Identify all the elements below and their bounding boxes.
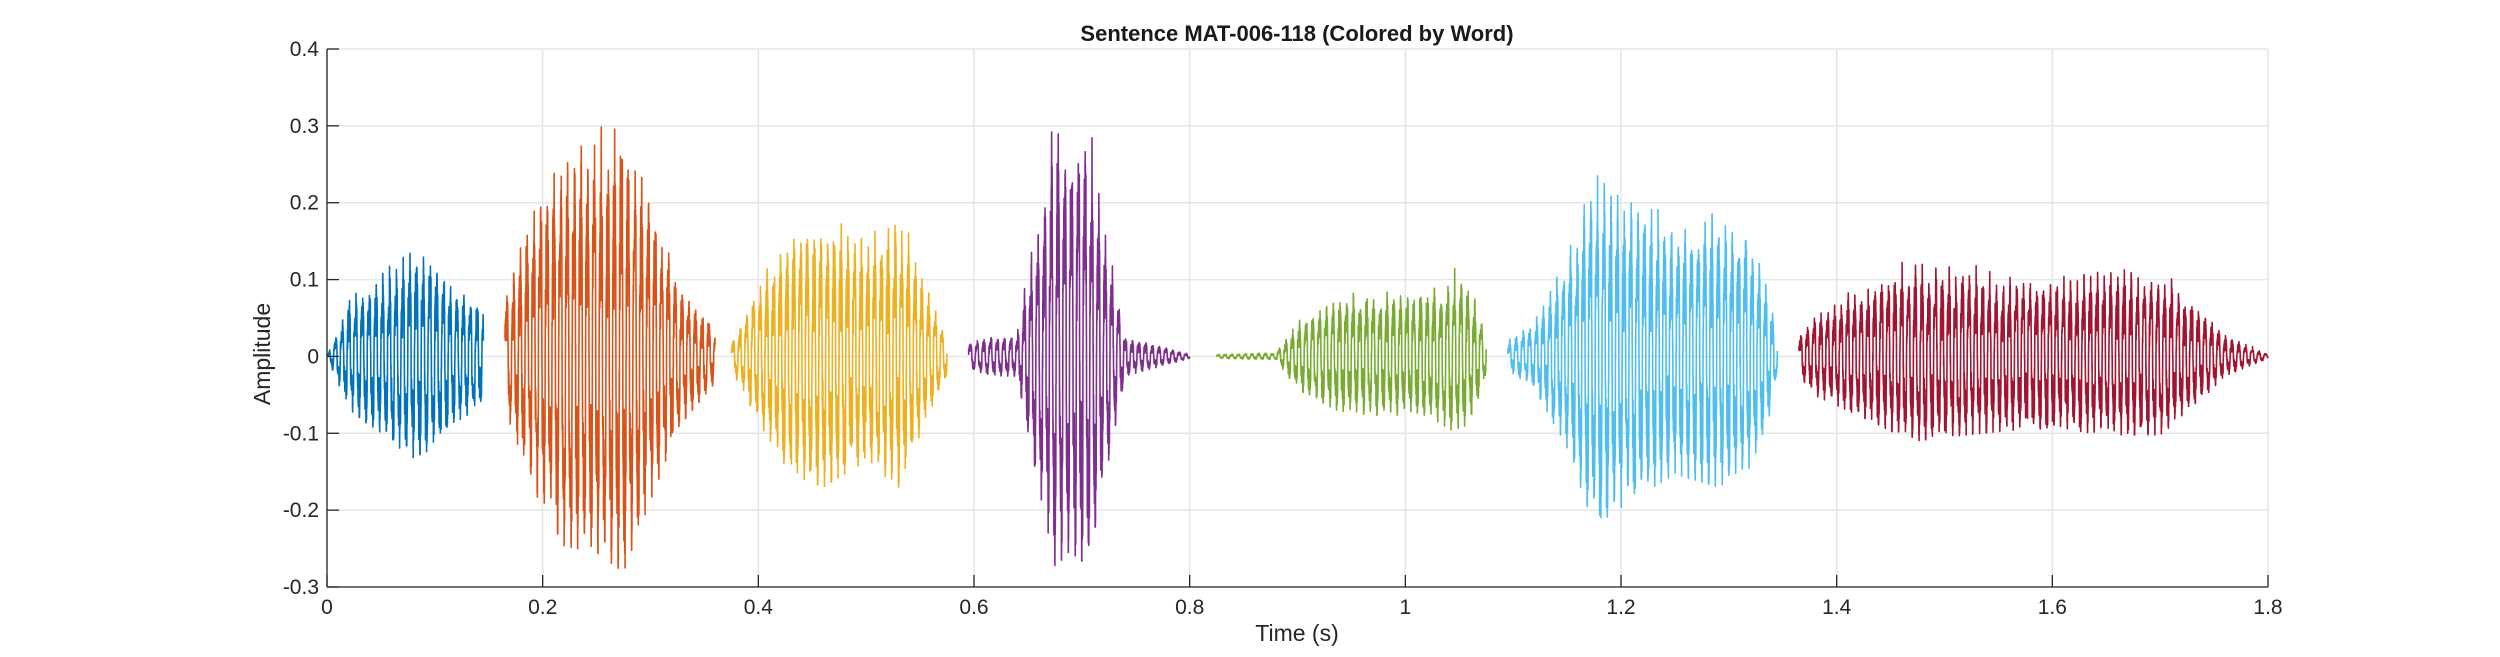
y-tick-label: 0.3 [290,115,319,138]
chart-title: Sentence MAT-006-118 (Colored by Word) [1080,21,1513,46]
axes [326,48,2269,588]
x-tick-label: 0.6 [959,596,988,619]
y-tick-label: 0.4 [290,38,320,61]
y-tick-label: -0.1 [283,422,319,445]
x-tick-label: 1 [1399,596,1411,619]
waveform-layer [326,126,2269,569]
waveform-series-7 [1798,261,2269,442]
y-tick-label: -0.3 [283,576,319,599]
x-tick-label: 0.8 [1175,596,1204,619]
x-tick-label: 0 [321,596,333,619]
x-tick-label: 1.2 [1606,596,1635,619]
waveform-series-3 [730,222,948,488]
y-tick-label: 0.2 [290,192,319,215]
x-tick-label: 1.6 [2038,596,2067,619]
waveform-series-5 [1215,267,1488,431]
x-tick-label: 1.4 [1822,596,1852,619]
y-tick-label: 0 [307,345,319,368]
waveform-series-6 [1506,175,1779,519]
waveform-series-1 [326,252,485,459]
y-tick-label: 0.1 [290,269,319,292]
x-tick-label: 0.4 [744,596,774,619]
waveform-series-2 [504,126,716,569]
waveform-series-4 [967,131,1191,567]
x-tick-label: 0.2 [528,596,557,619]
x-tick-label: 1.8 [2253,596,2282,619]
tick-labels: 0 0.2 0.4 0.6 0.8 1 1.2 1.4 1.6 1.8 -0.3 -0.2 -0.1 0 0… [283,38,2283,619]
x-axis-title: Time (s) [1255,620,1338,646]
y-tick-label: -0.2 [283,499,319,522]
y-axis-title: Amplitude [249,303,275,405]
